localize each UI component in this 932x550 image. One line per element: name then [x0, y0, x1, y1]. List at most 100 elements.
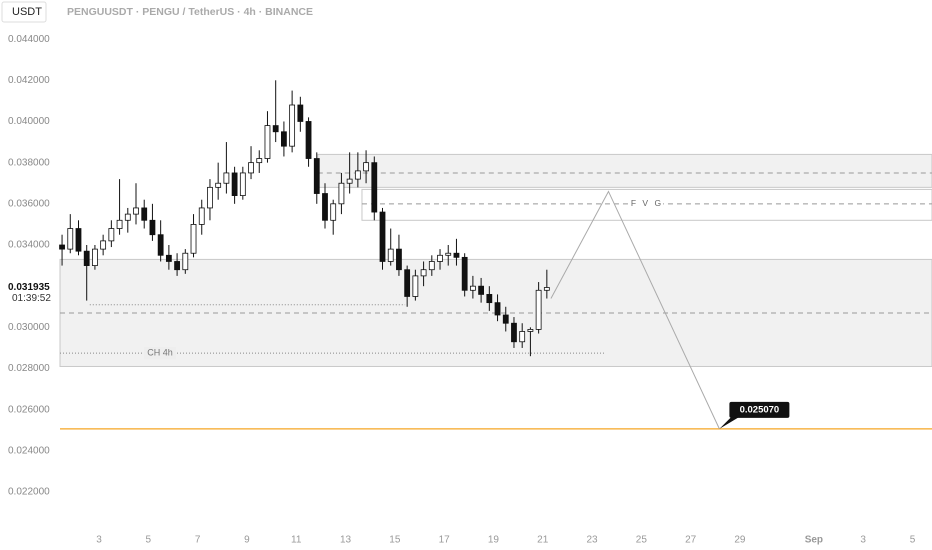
x-tick-label: 3: [96, 535, 102, 546]
candle-body: [354, 170, 361, 180]
candle-body: [141, 207, 148, 221]
candle-body: [371, 162, 378, 213]
candle-body: [486, 294, 493, 304]
candle-body: [379, 211, 386, 262]
x-tick-label: 5: [910, 535, 916, 546]
x-tick-label: 17: [439, 535, 451, 546]
candle-body: [182, 252, 189, 271]
candle-body: [428, 261, 435, 271]
candle-body: [445, 252, 452, 256]
candle-body: [83, 250, 90, 266]
x-tick-label: 13: [340, 535, 352, 546]
candle-body: [116, 219, 123, 229]
candle-body: [133, 207, 139, 215]
candle-body: [404, 269, 411, 297]
candle-body: [519, 331, 526, 343]
candle-body: [330, 203, 337, 221]
candle-body: [157, 234, 164, 256]
chart-title: PENGUUSDT · PENGU / TetherUS · 4h · BINA…: [67, 6, 313, 18]
y-tick-label: 0.022000: [8, 487, 50, 498]
candle-body: [461, 256, 468, 291]
candle-body: [420, 269, 427, 277]
candle-body: [412, 275, 419, 297]
candle-body: [215, 182, 222, 188]
target-label-box: [729, 401, 790, 418]
label-bg: [144, 347, 176, 360]
candle-body: [281, 131, 287, 147]
candle-body: [453, 252, 460, 258]
x-tick-label: 25: [636, 535, 648, 546]
candle-body: [511, 322, 517, 343]
candle-body: [289, 104, 296, 147]
target-pointer: [719, 416, 740, 429]
candle-body: [478, 285, 485, 295]
candle-body: [338, 182, 345, 205]
candle-body: [165, 254, 172, 262]
candle-body: [305, 121, 312, 159]
candle-body: [67, 228, 74, 250]
candle-body: [387, 248, 394, 262]
y-tick-label: 0.028000: [8, 363, 50, 374]
candle-body: [502, 314, 509, 324]
candle-body: [535, 289, 542, 330]
candle-body: [469, 285, 476, 291]
candle-body: [75, 228, 82, 252]
candle-body: [108, 228, 115, 242]
candle-body: [223, 172, 230, 184]
candle-body: [92, 248, 98, 266]
projection-path: [550, 190, 720, 430]
candle-body: [264, 125, 271, 159]
candle-body: [437, 254, 443, 262]
candle-body: [297, 104, 304, 122]
candle-body: [313, 158, 320, 194]
candle-body: [124, 213, 131, 221]
candle-body: [198, 207, 205, 225]
unit-box: [1, 1, 47, 23]
x-tick-label: 9: [244, 535, 250, 546]
x-tick-label: 19: [488, 535, 500, 546]
x-tick-label: 21: [537, 535, 549, 546]
y-tick-label: 0.040000: [8, 116, 50, 127]
y-tick-label: 0.044000: [8, 34, 50, 45]
x-tick-label: 27: [685, 535, 697, 546]
x-tick-label: Sep: [805, 535, 823, 546]
candle-body: [149, 219, 156, 236]
y-tick-label: 0.026000: [8, 404, 50, 415]
level-label: F V G: [631, 198, 663, 208]
candle-body: [248, 162, 254, 174]
x-tick-label: 3: [860, 535, 866, 546]
y-tick-label: 0.038000: [8, 157, 50, 168]
candle-body: [239, 172, 246, 196]
candle-body: [322, 193, 328, 221]
zone: [361, 188, 932, 221]
candle-body: [396, 248, 402, 271]
target-label: 0.025070: [740, 404, 780, 415]
y-tick-label: 0.034000: [8, 240, 50, 251]
label-bg: [630, 197, 663, 210]
x-tick-label: 15: [389, 535, 401, 546]
x-tick-label: 5: [146, 535, 152, 546]
countdown: 01:39:52: [12, 293, 51, 304]
x-tick-label: 11: [291, 535, 302, 546]
y-tick-label: 0.036000: [8, 198, 50, 209]
y-tick-label: 0.030000: [8, 322, 50, 333]
candle-body: [527, 329, 534, 332]
candle-body: [494, 302, 501, 316]
candle-body: [59, 244, 65, 250]
candle-body: [346, 178, 353, 184]
x-tick-label: 7: [195, 535, 201, 546]
candle-body: [231, 172, 238, 196]
candle-body: [272, 125, 279, 133]
level-label: CH 4h: [147, 347, 173, 357]
candle-body: [207, 186, 213, 209]
unit-label: USDT: [12, 6, 42, 18]
candle-body: [174, 261, 180, 271]
candle-body: [256, 158, 263, 164]
zone: [317, 153, 932, 188]
x-tick-label: 29: [734, 535, 746, 546]
candle-body: [190, 224, 197, 254]
candle-body: [100, 240, 107, 250]
candle-body: [363, 162, 369, 172]
